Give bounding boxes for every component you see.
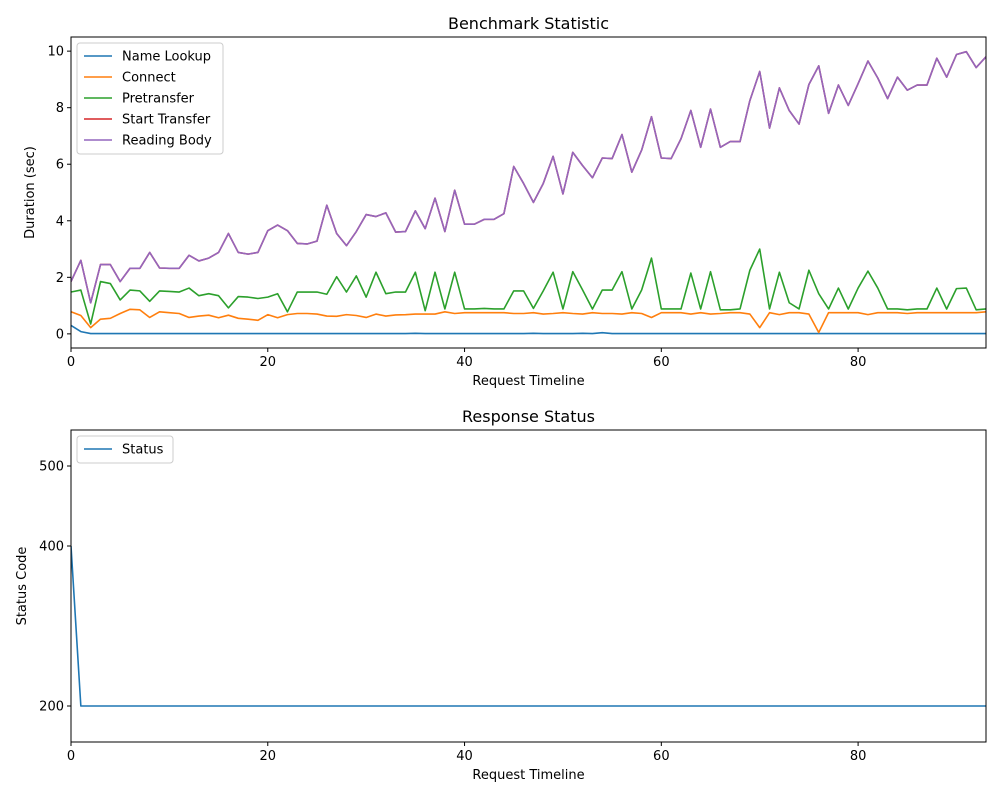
y-axis-label: Duration (sec) [23, 146, 38, 239]
x-axis-label: Request Timeline [472, 374, 584, 389]
legend-label: Status [122, 443, 164, 458]
x-tick-label: 80 [850, 749, 867, 764]
x-tick-label: 80 [850, 355, 867, 370]
chart-title: Benchmark Statistic [448, 14, 609, 33]
series-lines [71, 545, 986, 707]
x-tick-label: 60 [653, 355, 670, 370]
chart-2: 0 20 40 60 80 200 400 500 Response Status Request… [15, 407, 987, 783]
y-tick-label: 500 [39, 460, 64, 475]
legend: Status [76, 435, 174, 464]
legend: Name Lookup Connect Pretransfer Start Trans… [76, 42, 224, 155]
y-tick-label: 200 [39, 700, 64, 715]
y-tick-label: 0 [56, 327, 64, 342]
axes-frame [70, 429, 987, 743]
series-lines [71, 50, 986, 335]
y-tick-label: 4 [56, 214, 64, 229]
x-tick-label: 0 [67, 749, 75, 764]
x-axis-label: Request Timeline [472, 768, 584, 783]
x-tick-label: 40 [456, 749, 473, 764]
series-line-reading-body [71, 50, 986, 304]
legend-label: Name Lookup [122, 50, 211, 65]
legend-label: Reading Body [122, 134, 212, 149]
legend-label: Pretransfer [122, 92, 195, 107]
x-tick-label: 40 [456, 355, 473, 370]
legend-label: Start Transfer [122, 113, 211, 128]
chart-1: 0 20 40 60 80 0 2 4 6 8 10 Benchmark Statistic Reque… [23, 14, 987, 389]
legend-box [76, 42, 224, 155]
x-tick-label: 20 [260, 749, 277, 764]
y-axis-label: Status Code [15, 547, 30, 626]
series-line-pretransfer [71, 248, 986, 325]
x-tick-label: 60 [653, 749, 670, 764]
series-line-status [71, 545, 986, 707]
axes-frame [70, 36, 987, 349]
x-tick-label: 20 [260, 355, 277, 370]
y-tick-label: 8 [56, 101, 64, 116]
chart-title: Response Status [462, 407, 595, 426]
y-tick-label: 2 [56, 271, 64, 286]
y-tick-label: 6 [56, 158, 64, 173]
y-tick-label: 400 [39, 540, 64, 555]
legend-label: Connect [122, 71, 176, 86]
series-line-connect [71, 308, 986, 334]
y-tick-label: 10 [47, 45, 64, 60]
series-line-name-lookup [71, 324, 986, 335]
x-tick-label: 0 [67, 355, 75, 370]
legend-box [76, 435, 174, 464]
